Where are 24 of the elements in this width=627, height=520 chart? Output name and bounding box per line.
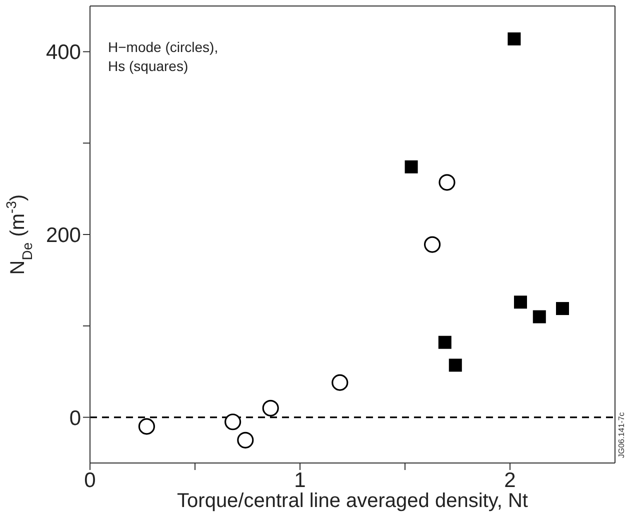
point	[514, 296, 527, 309]
point	[424, 236, 441, 253]
point	[532, 310, 546, 324]
point	[224, 414, 242, 430]
annotation: Hs (squares)	[108, 57, 190, 76]
annotation: H−mode (circles),	[108, 38, 218, 57]
point	[237, 432, 254, 448]
point	[332, 374, 348, 391]
point	[438, 174, 456, 191]
text: JG06.141-7c	[617, 412, 626, 458]
y-tick-label: 0	[69, 406, 81, 430]
y-tick-label: 200	[46, 224, 81, 247]
point	[404, 160, 418, 174]
point	[262, 400, 279, 416]
point	[138, 418, 155, 435]
x-tick-label: 2	[504, 468, 516, 492]
point	[448, 358, 462, 372]
point	[438, 336, 452, 349]
point	[556, 302, 569, 316]
x-tick-label: 1	[294, 468, 306, 492]
point	[508, 32, 521, 46]
x-axis-title: Torque/central line averaged density, Nt	[177, 490, 528, 512]
y-tick-label: 400	[46, 41, 81, 64]
x-tick-label: 0	[84, 468, 96, 492]
